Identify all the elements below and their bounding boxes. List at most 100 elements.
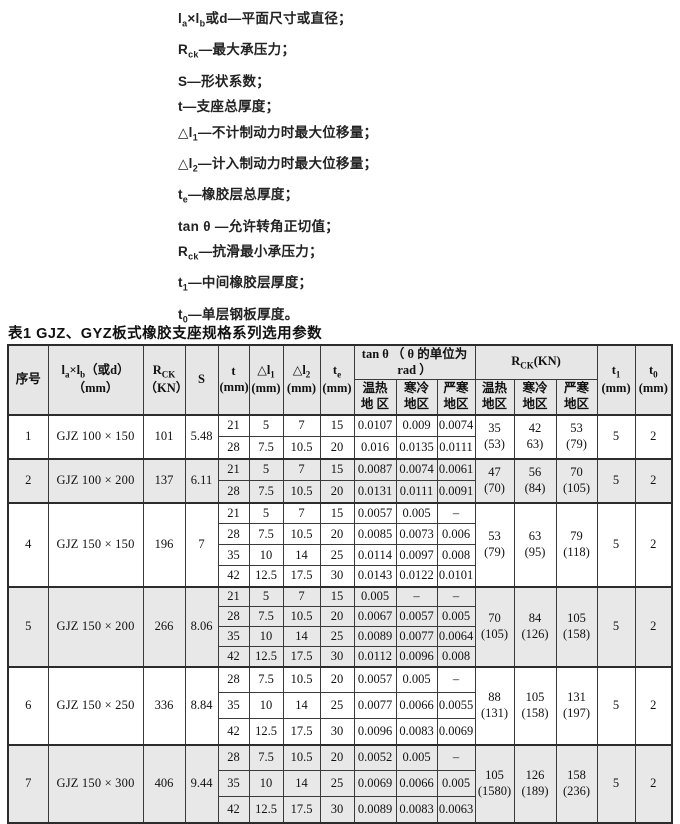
table-cell: 0.0083 [395,796,438,823]
table-cell: 10 [248,544,284,566]
table-cell: 35 [217,626,250,647]
table-cell: 30 [319,718,355,745]
table-cell: 7 [184,501,219,587]
legend-line: Rck—抗滑最小承压力； [178,244,323,262]
table-cell: 15 [319,585,355,607]
table-cell: 2 [634,665,673,745]
table-cell: 30 [319,565,355,587]
table-cell: 0.0064 [436,626,476,647]
table-cell: 17.5 [282,718,321,745]
table-cell: 10 [248,692,284,719]
table-row: 2 GJZ 100 × 200 137 6.11 21 5 7 15 0.0087 0.0074 0… [7,457,673,503]
table-cell: 14 [282,692,321,719]
table-cell: 35 [217,544,250,566]
legend-line: Rck—最大承压力； [178,42,296,60]
table-row: 28 7.5 10.5 20 0.0131 0.0111 0.0091 [8,480,672,503]
table-cell: 10 [248,770,284,797]
table-cell: 336 [142,665,186,745]
table-cell: 7.5 [248,523,284,545]
table-cell: 15 [319,457,355,481]
table-cell: 0.0096 [395,646,438,667]
table-cell: 0.0057 [353,665,397,693]
table-cell: 0.0066 [395,770,438,797]
header-cell: tan θ （ θ 的单位为rad ） [353,344,476,381]
table-cell: 0.0087 [353,457,397,481]
table-cell: 12.5 [248,718,284,745]
table-cell: 6 [7,665,49,745]
header-cell: RCK(KN) [474,344,598,381]
table-cell: 88 (131) [474,665,515,745]
table-cell: 25 [319,544,355,566]
table-cell: 6.11 [184,457,219,503]
table-cell: 0.0111 [436,436,476,459]
table-cell: 9.44 [184,743,219,823]
table-cell: 105 (158) [555,585,598,667]
table-cell: 0.0057 [395,606,438,627]
table-cell: 0.006 [436,523,476,545]
table-cell: 14 [282,770,321,797]
table-cell: 42 [217,565,250,587]
table-cell: – [436,585,476,607]
table-cell: 21 [217,585,250,607]
legend-line: la×lb或d—平面尺寸或直径； [178,11,352,29]
table-cell: 137 [142,457,186,503]
table-row: 1 GJZ 100 × 150 101 5.48 21 5 7 15 0.0107 0.009 0.… [7,413,673,459]
table-cell: 158 (236) [555,743,598,823]
table-cell: 15 [319,413,355,437]
table-row: 42 12.5 17.5 30 0.0096 0.0083 0.0069 [8,718,672,745]
table-cell: 20 [319,436,355,459]
table-cell: 17.5 [282,565,321,587]
table-cell: 53 (79) [555,413,598,459]
table-cell: 10.5 [282,480,321,503]
table-cell: 70 (105) [474,585,515,667]
header-cell: t1 (mm) [596,344,636,415]
legend-line: △l1—不计制动力时最大位移量； [178,124,378,143]
table-cell: 2 [634,501,673,587]
table-cell: 20 [319,665,355,693]
header-cell: te (mm) [319,344,355,415]
table-cell: 25 [319,626,355,647]
table-cell: 0.0077 [395,626,438,647]
table-cell: GJZ 150 × 150 [47,501,144,587]
legend-line: te—橡胶层总厚度； [178,187,299,205]
table-cell: 28 [217,436,250,459]
table-cell: 0.0074 [436,413,476,437]
table-cell: 0.0066 [395,692,438,719]
legend-line: tan θ —允许转角正切值； [178,218,340,234]
table-cell: 5 [248,501,284,524]
table-cell: GJZ 150 × 250 [47,665,144,745]
table-cell: 21 [217,501,250,524]
table-cell: 0.0114 [353,544,397,566]
header-cell: 寒冷 地区 [395,379,438,415]
table-cell: 7.5 [248,606,284,627]
table-cell: 10.5 [282,743,321,771]
table-cell: 5 [7,585,49,667]
table-cell: 5 [248,413,284,437]
table-cell: 35 [217,692,250,719]
table-cell: 0.005 [395,665,438,693]
table-cell: 12.5 [248,565,284,587]
table-cell: 25 [319,692,355,719]
table-body: 1 GJZ 100 × 150 101 5.48 21 5 7 15 0.0107 0.009 0.… [7,413,673,823]
table-cell: 8.06 [184,585,219,667]
table-cell: 0.005 [395,501,438,524]
table-cell: 406 [142,743,186,823]
table-cell: 35 (53) [474,413,515,459]
table-row: 35 10 14 25 0.0089 0.0077 0.0064 [8,626,672,647]
table-cell: 47 (70) [474,457,515,503]
table-cell: 266 [142,585,186,667]
header-cell: 严寒 地区 [436,379,476,415]
table-cell: 0.009 [395,413,438,437]
table-cell: 14 [282,544,321,566]
table-cell: 0.0131 [353,480,397,503]
header-cell: 温热地 区 [353,379,397,415]
table-cell: 0.0063 [436,796,476,823]
table-cell: 10.5 [282,606,321,627]
legend-line: S—形状系数； [178,73,271,89]
table-cell: 7.5 [248,743,284,771]
table-cell: 63 (95) [513,501,557,587]
table-row: 42 12.5 17.5 30 0.0089 0.0083 0.0063 [8,796,672,823]
header-cell: 序号 [7,344,49,415]
table-cell: 30 [319,796,355,823]
